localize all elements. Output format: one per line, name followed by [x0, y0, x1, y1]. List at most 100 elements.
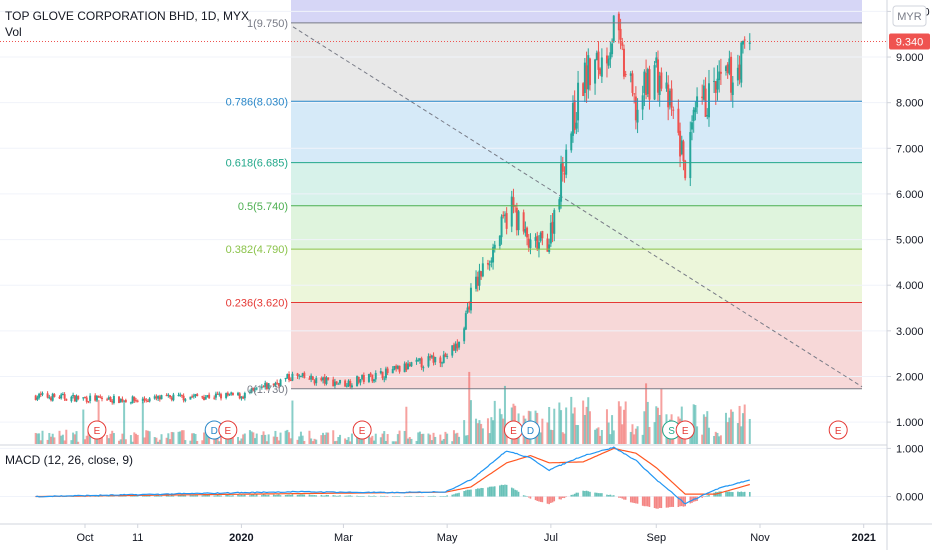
candle-body [248, 391, 251, 393]
candle-body [641, 95, 644, 110]
volume-bar [60, 435, 63, 444]
candle-body [46, 393, 49, 398]
macd-histogram-bar [84, 496, 86, 498]
macd-histogram-bar [363, 496, 365, 497]
currency-badge[interactable] [892, 5, 927, 27]
macd-histogram-bar [738, 492, 741, 497]
macd-histogram-bar [526, 496, 528, 497]
candle-body [182, 395, 185, 401]
volume-bar [442, 439, 445, 444]
macd-histogram-bar [660, 496, 663, 509]
candle-body [631, 73, 634, 93]
macd-histogram-bar [313, 495, 316, 497]
macd-histogram-bar [298, 494, 301, 497]
volume-bar [53, 437, 56, 444]
candle-body [701, 96, 704, 99]
candle-body [442, 354, 445, 363]
macd-histogram-bar [611, 495, 613, 497]
candle-body [34, 395, 37, 400]
candle-body [736, 67, 739, 81]
macd-histogram-bar [72, 496, 74, 497]
candle-body [97, 395, 100, 398]
candle-body [454, 343, 457, 351]
candle-body [522, 212, 525, 232]
candle-body [70, 396, 73, 402]
volume-bar [718, 436, 721, 444]
price-candles [34, 11, 751, 405]
macd-histogram-bar [286, 494, 289, 497]
candle-body [403, 363, 406, 373]
candle-body [561, 162, 564, 172]
volume-bar [58, 430, 61, 444]
candle-body [255, 388, 258, 390]
macd-histogram-bar [255, 494, 258, 497]
volume-bar [498, 408, 501, 444]
volume-bar [696, 426, 699, 444]
macd-histogram-bar [289, 494, 292, 497]
macd-histogram-bar [704, 496, 707, 497]
macd-histogram-bar [487, 487, 489, 497]
macd-histogram-bar [347, 495, 350, 497]
macd-histogram-bar [181, 495, 183, 497]
macd-histogram-bar [589, 491, 591, 497]
candle-body [585, 65, 588, 90]
volume-bar [260, 434, 263, 444]
macd-histogram-bar [553, 496, 556, 502]
candle-body [684, 160, 687, 179]
candle-body [107, 397, 110, 400]
macd-histogram-bar [633, 496, 635, 504]
candle-body [214, 393, 217, 398]
candle-body [320, 378, 323, 381]
candle-body [82, 397, 85, 399]
volume-bar [706, 411, 709, 444]
volume-bar [367, 430, 370, 444]
volume-bar [332, 430, 335, 444]
candle-body [548, 244, 551, 252]
volume-bar [72, 432, 75, 444]
candle-body [272, 383, 275, 386]
volume-bar [646, 401, 649, 444]
candle-body [398, 365, 401, 372]
symbol-title: TOP GLOVE CORPORATION BHD, 1D, MYX [5, 9, 249, 23]
macd-histogram-bar [458, 492, 460, 497]
candle-body [599, 68, 602, 75]
volume-bar [231, 437, 234, 444]
macd-histogram-bar [301, 494, 304, 497]
macd-histogram-bar [320, 494, 323, 497]
candle-body [633, 93, 636, 95]
fib-level-label: 1(9.750) [247, 18, 288, 30]
volume-bar [160, 434, 163, 444]
candle-body [612, 15, 615, 42]
candle-body [111, 401, 114, 403]
volume-bar [730, 409, 733, 444]
volume-bar [333, 441, 336, 444]
event-marker-label: D [527, 426, 534, 437]
candle-body [148, 398, 151, 402]
volume-bar [600, 430, 603, 444]
macd-tick-label: 1.000 [896, 443, 924, 455]
candle-body [369, 373, 372, 375]
volume-bar [451, 441, 454, 444]
macd-histogram-bar [230, 495, 233, 497]
macd-histogram-bar [514, 489, 516, 497]
candle-body [60, 394, 63, 399]
candle-body [488, 264, 491, 266]
volume-bar [656, 407, 659, 444]
volume-bar [577, 425, 580, 444]
macd-histogram-bar [475, 489, 477, 497]
candle-body [609, 52, 612, 60]
macd-histogram-bar [254, 495, 256, 497]
volume-bar [165, 437, 168, 444]
macd-histogram-bar [465, 490, 467, 497]
candle-body [702, 85, 705, 100]
macd-histogram-bar [262, 494, 265, 497]
volume-bar [242, 434, 245, 444]
candle-body [748, 42, 751, 44]
volume-bar [179, 431, 182, 444]
volume-bar [475, 418, 478, 444]
volume-bar [456, 432, 459, 444]
candle-body [636, 109, 639, 123]
candle-body [170, 397, 173, 400]
